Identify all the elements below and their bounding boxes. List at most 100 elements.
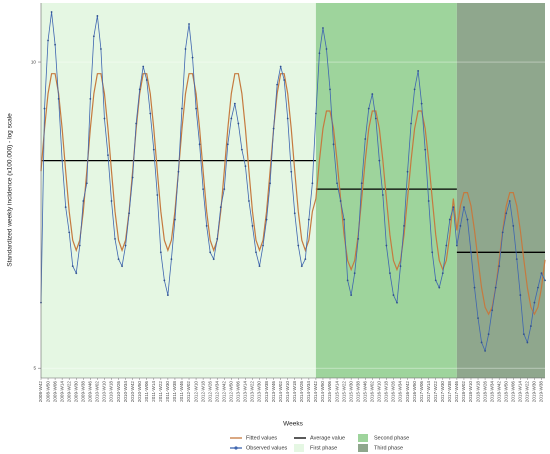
observed-point [515, 258, 518, 261]
observed-point [322, 27, 324, 29]
observed-point [149, 112, 152, 115]
legend-label: Second phase [374, 435, 409, 441]
x-tick-label: 2019-W38 [539, 381, 544, 403]
observed-point [505, 212, 508, 215]
observed-point [385, 244, 388, 247]
x-tick-label: 2018-W26 [482, 381, 487, 403]
legend-label: First phase [310, 445, 337, 451]
x-tick-label: 2013-W06 [236, 381, 241, 403]
x-tick-label: 2009-W06 [52, 381, 57, 403]
observed-point [61, 159, 64, 162]
observed-point [47, 39, 49, 42]
observed-point [216, 238, 219, 240]
observed-point [466, 218, 469, 221]
observed-point [307, 218, 310, 221]
x-tick-label: 2014-W02 [278, 381, 283, 403]
x-tick-label: 2018-W10 [468, 381, 473, 403]
x-tick-label: 2016-W26 [391, 381, 396, 403]
x-tick-label: 2014-W18 [292, 381, 297, 403]
observed-point [392, 294, 395, 296]
observed-point [57, 97, 60, 100]
x-tick-label: 2017-W22 [433, 381, 438, 403]
observed-point [494, 286, 497, 289]
observed-point [498, 265, 501, 267]
phase-region [315, 3, 457, 378]
observed-point [463, 206, 465, 209]
observed-point [96, 15, 99, 17]
x-tick-label: 2011-W06 [144, 381, 149, 402]
observed-point [181, 107, 183, 110]
observed-point [262, 244, 264, 247]
observed-point [544, 279, 546, 282]
x-tick-label: 2016-W02 [370, 381, 375, 403]
observed-point [336, 182, 338, 185]
x-tick-label: 2017-W30 [440, 381, 445, 403]
x-tick-label: 2018-W02 [461, 381, 466, 403]
x-tick-label: 2009-W14 [59, 381, 64, 403]
x-tick-label: 2010-W18 [109, 381, 114, 403]
x-tick-label: 2010-W02 [95, 381, 100, 403]
observed-point [452, 206, 455, 209]
x-tick-label: 2017-W46 [454, 381, 459, 403]
x-tick-label: 2010-W34 [123, 381, 128, 403]
x-tick-label: 2011-W30 [165, 381, 170, 402]
y-axis-title: Standardized weekly incidence (x100.000)… [7, 113, 14, 267]
observed-point [470, 251, 472, 254]
observed-point [389, 272, 391, 275]
x-tick-label: 2015-W14 [334, 381, 339, 403]
observed-point [209, 251, 212, 254]
observed-point [110, 200, 113, 202]
observed-point [406, 170, 409, 173]
observed-point [251, 225, 254, 227]
observed-point [403, 225, 405, 227]
observed-point [286, 117, 289, 120]
observed-point [258, 265, 261, 267]
observed-point [484, 349, 486, 352]
observed-point [540, 272, 543, 275]
observed-point [445, 244, 448, 247]
x-tick-label: 2014-W26 [299, 381, 304, 403]
x-tick-label: 2012-W26 [207, 381, 212, 403]
observed-point [399, 265, 402, 267]
x-tick-label: 2019-W06 [510, 381, 515, 403]
x-tick-label: 2019-W14 [518, 381, 523, 403]
observed-point [166, 294, 169, 296]
observed-point [297, 244, 300, 247]
observed-point [378, 159, 381, 162]
observed-point [170, 258, 173, 261]
x-tick-label: 2018-W18 [475, 381, 480, 403]
observed-point [424, 148, 427, 151]
observed-point [519, 294, 522, 296]
observed-point [177, 170, 180, 173]
legend-swatch [294, 444, 304, 452]
observed-point [184, 48, 187, 50]
observed-point [100, 48, 102, 50]
x-tick-label: 2015-W06 [327, 381, 332, 403]
observed-point [265, 218, 268, 221]
observed-point [121, 265, 123, 267]
observed-point [240, 148, 243, 151]
observed-point [75, 272, 78, 275]
observed-point [473, 286, 476, 289]
x-tick-label: 2018-W34 [489, 381, 494, 403]
observed-point [300, 265, 303, 267]
observed-point [530, 325, 532, 327]
fitted-line [40, 73, 546, 316]
observed-point [311, 182, 314, 185]
x-axis-title: Weeks [283, 421, 303, 428]
x-tick-label: 2009-W46 [88, 381, 93, 403]
observed-point [346, 279, 349, 282]
x-tick-label: 2013-W14 [243, 381, 248, 403]
legend-swatch [358, 444, 368, 452]
observed-point [64, 206, 67, 209]
observed-point [427, 200, 430, 202]
observed-point [413, 88, 416, 91]
observed-point [107, 154, 109, 157]
observed-point [512, 225, 515, 227]
x-tick-label: 2009-W38 [81, 381, 86, 403]
observed-point [417, 70, 420, 72]
observed-point [255, 251, 257, 254]
observed-point [329, 88, 331, 91]
observed-point [205, 225, 208, 227]
observed-point [272, 127, 275, 130]
